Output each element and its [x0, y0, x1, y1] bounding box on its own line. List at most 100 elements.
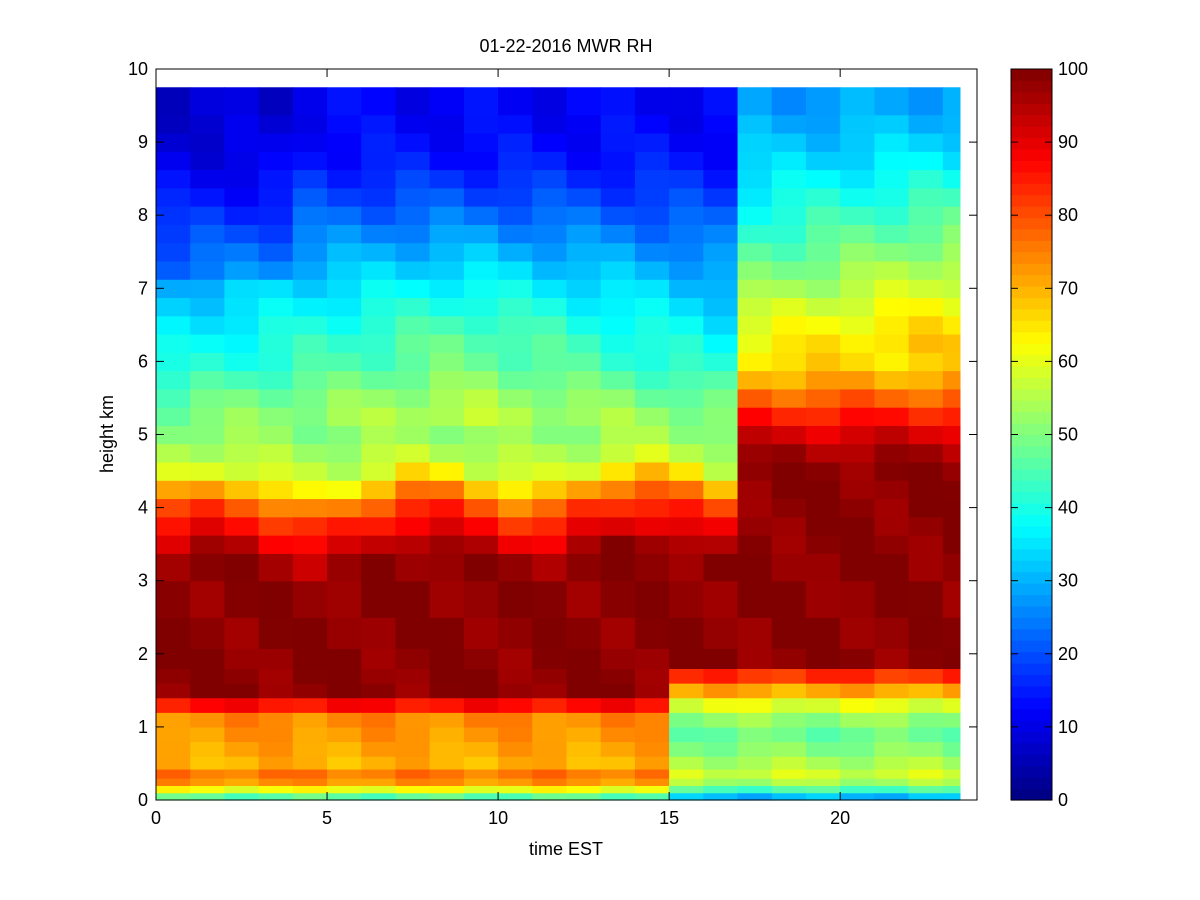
heatmap-cell: [258, 648, 294, 670]
heatmap-cell: [703, 726, 739, 743]
heatmap-cell: [771, 187, 807, 207]
heatmap-cell: [463, 151, 499, 171]
heatmap-cell: [498, 407, 533, 426]
heatmap-cell: [703, 768, 739, 779]
heatmap-cell: [532, 151, 568, 171]
heatmap-cell: [429, 535, 465, 554]
heatmap-cell: [805, 648, 841, 670]
heatmap-cell: [908, 407, 944, 426]
heatmap-cell: [361, 388, 397, 408]
x-tick-label: 20: [830, 808, 850, 828]
heatmap-cell: [634, 206, 670, 225]
heatmap-cell: [703, 553, 739, 582]
heatmap-cell: [600, 461, 636, 481]
heatmap-cell: [395, 668, 431, 684]
colorbar-tick-label: 0: [1058, 790, 1068, 810]
heatmap-cell: [361, 516, 397, 536]
heatmap-cell: [395, 648, 431, 670]
heatmap-cell: [429, 553, 465, 582]
heatmap-cell: [942, 260, 961, 280]
colorbar-swatch: [1011, 217, 1052, 230]
heatmap-cell: [805, 785, 841, 794]
heatmap-cell: [566, 741, 602, 757]
heatmap-cell: [840, 712, 875, 728]
heatmap-cell: [498, 535, 533, 554]
heatmap-cell: [566, 87, 602, 116]
heatmap-cell: [156, 187, 191, 207]
heatmap-cell: [703, 352, 739, 372]
heatmap-cell: [634, 425, 670, 445]
heatmap-cell: [156, 617, 191, 649]
heatmap-cell: [840, 224, 875, 244]
heatmap-cell: [908, 461, 944, 481]
heatmap-cell: [463, 279, 499, 299]
heatmap-cell: [908, 169, 944, 189]
heatmap-cell: [498, 443, 533, 463]
heatmap-cell: [805, 553, 841, 582]
heatmap-cell: [190, 668, 226, 684]
heatmap-cell: [532, 187, 568, 207]
heatmap-cell: [805, 516, 841, 536]
heatmap-cell: [805, 778, 841, 786]
colorbar-tick-label: 30: [1058, 571, 1078, 591]
heatmap-cell: [566, 242, 602, 262]
heatmap-cell: [805, 206, 841, 225]
heatmap-cell: [429, 712, 465, 728]
heatmap-cell: [190, 726, 226, 743]
heatmap-cell: [737, 778, 773, 786]
heatmap-cell: [737, 443, 773, 463]
heatmap-cell: [600, 388, 636, 408]
heatmap-cell: [190, 151, 226, 171]
heatmap-cell: [771, 224, 807, 244]
heatmap-cell: [258, 443, 294, 463]
y-tick-label: 1: [138, 717, 148, 737]
heatmap-cell: [737, 617, 773, 649]
heatmap-cell: [258, 242, 294, 262]
heatmap-cell: [327, 683, 362, 699]
heatmap-cell: [361, 768, 397, 779]
heatmap-cell: [669, 114, 704, 134]
heatmap-cell: [156, 370, 191, 390]
heatmap-cell: [395, 768, 431, 779]
heatmap-cell: [908, 315, 944, 335]
heatmap-cell: [395, 498, 431, 518]
heatmap-cell: [908, 768, 944, 779]
heatmap-cell: [429, 768, 465, 779]
heatmap-cell: [463, 425, 499, 445]
heatmap-cell: [498, 461, 533, 481]
heatmap-cell: [600, 224, 636, 244]
heatmap-cell: [942, 668, 961, 684]
heatmap-cell: [532, 792, 568, 801]
heatmap-cell: [498, 151, 533, 171]
heatmap-cell: [361, 741, 397, 757]
heatmap-cell: [771, 778, 807, 786]
heatmap-cell: [224, 498, 260, 518]
heatmap-cell: [361, 132, 397, 152]
heatmap-cell: [703, 132, 739, 152]
heatmap-cell: [737, 224, 773, 244]
heatmap-cell: [258, 114, 294, 134]
heatmap-cell: [566, 388, 602, 408]
heatmap-cell: [669, 187, 704, 207]
heatmap-cell: [224, 352, 260, 372]
heatmap-cell: [327, 224, 362, 244]
heatmap-cell: [703, 617, 739, 649]
heatmap-cell: [156, 114, 191, 134]
colorbar-swatch: [1011, 251, 1052, 264]
heatmap-cell: [771, 726, 807, 743]
heatmap-cell: [805, 315, 841, 335]
heatmap-cell: [463, 648, 499, 670]
heatmap-cell: [532, 580, 568, 618]
colorbar-swatch: [1011, 754, 1052, 767]
heatmap-cell: [669, 697, 704, 713]
heatmap-cell: [669, 756, 704, 770]
heatmap-cell: [498, 778, 533, 786]
heatmap-cell: [634, 480, 670, 500]
heatmap-cell: [703, 425, 739, 445]
heatmap-cell: [703, 388, 739, 408]
heatmap-cell: [874, 242, 910, 262]
colorbar-swatch: [1011, 206, 1052, 219]
heatmap-cell: [395, 425, 431, 445]
heatmap-cell: [874, 352, 910, 372]
colorbar-swatch: [1011, 274, 1052, 287]
